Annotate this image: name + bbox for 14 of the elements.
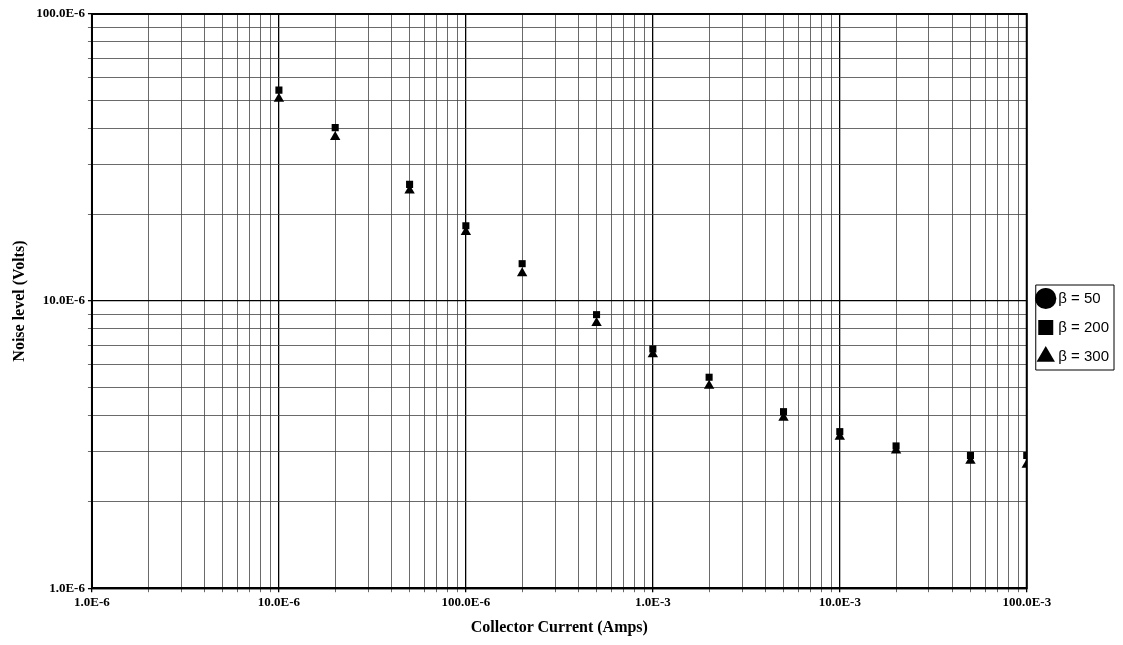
x-axis-title: Collector Current (Amps) [470,617,648,636]
x-tick-label: 100.0E-3 [1002,594,1052,610]
x-tick-label: 10.0E-6 [257,594,301,610]
y-tick-label: 100.0E-6 [36,5,86,21]
legend-label: β = 50 [1058,288,1101,306]
legend-label: β = 300 [1058,346,1109,364]
x-tick-label: 10.0E-3 [818,594,862,610]
x-tick-label: 100.0E-6 [441,594,491,610]
x-tick-label: 1.0E-3 [634,594,672,610]
legend-label: β = 200 [1058,317,1109,335]
y-axis-title: Noise level (Volts) [9,240,28,362]
x-tick-label: 1.0E-6 [74,594,111,610]
y-tick-label: 10.0E-6 [42,292,86,308]
y-tick-label: 1.0E-6 [49,579,86,595]
